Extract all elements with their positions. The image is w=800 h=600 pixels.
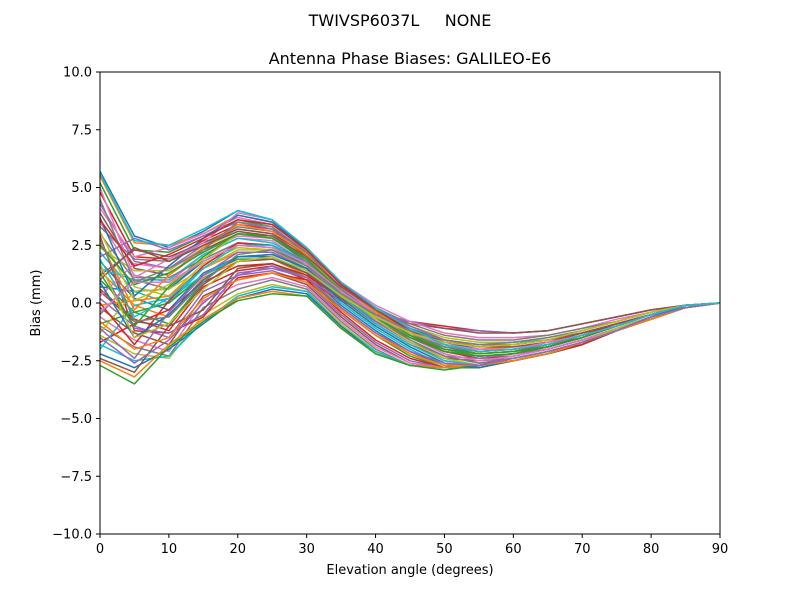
x-tick-label: 10 xyxy=(161,542,178,557)
series-line-55 xyxy=(99,265,721,367)
chart-title: Antenna Phase Biases: GALILEO-E6 xyxy=(269,49,552,68)
x-tick-label: 20 xyxy=(230,542,247,557)
y-tick-label: −2.5 xyxy=(60,354,92,369)
chart-suptitle: TWIVSP6037L NONE xyxy=(308,11,492,30)
plot-area-frame xyxy=(99,71,721,535)
x-tick-label: 80 xyxy=(643,542,660,557)
y-tick-label: 7.5 xyxy=(71,123,92,138)
series-line-27 xyxy=(99,207,721,339)
y-tick-label: 5.0 xyxy=(71,181,92,196)
y-tick-label: 2.5 xyxy=(71,239,92,254)
x-tick-label: 30 xyxy=(298,542,315,557)
series-line-59 xyxy=(99,256,721,348)
x-axis-ticks: 0 10 20 30 40 50 60 70 80 90 xyxy=(96,534,728,557)
y-axis-ticks: −10.0 −7.5 −5.0 −2.5 0.0 2.5 5.0 7.5 10.0 xyxy=(52,66,100,543)
x-tick-label: 60 xyxy=(505,542,522,557)
x-tick-label: 50 xyxy=(436,542,453,557)
series-line-60 xyxy=(99,173,721,353)
y-tick-label: −5.0 xyxy=(60,412,92,427)
series-line-23 xyxy=(99,293,721,385)
y-tick-label: 0.0 xyxy=(71,297,92,312)
x-tick-label: 40 xyxy=(367,542,384,557)
series-layer xyxy=(99,170,721,385)
series-line-48 xyxy=(99,198,721,364)
x-tick-label: 90 xyxy=(712,542,729,557)
x-tick-label: 70 xyxy=(574,542,591,557)
y-tick-label: 10.0 xyxy=(63,66,92,81)
x-tick-label: 0 xyxy=(96,542,104,557)
series-line-49 xyxy=(99,231,721,367)
y-tick-label: −7.5 xyxy=(60,470,92,485)
x-axis-label: Elevation angle (degrees) xyxy=(326,563,493,578)
y-axis-label: Bias (mm) xyxy=(29,270,44,337)
y-tick-label: −10.0 xyxy=(52,528,92,543)
